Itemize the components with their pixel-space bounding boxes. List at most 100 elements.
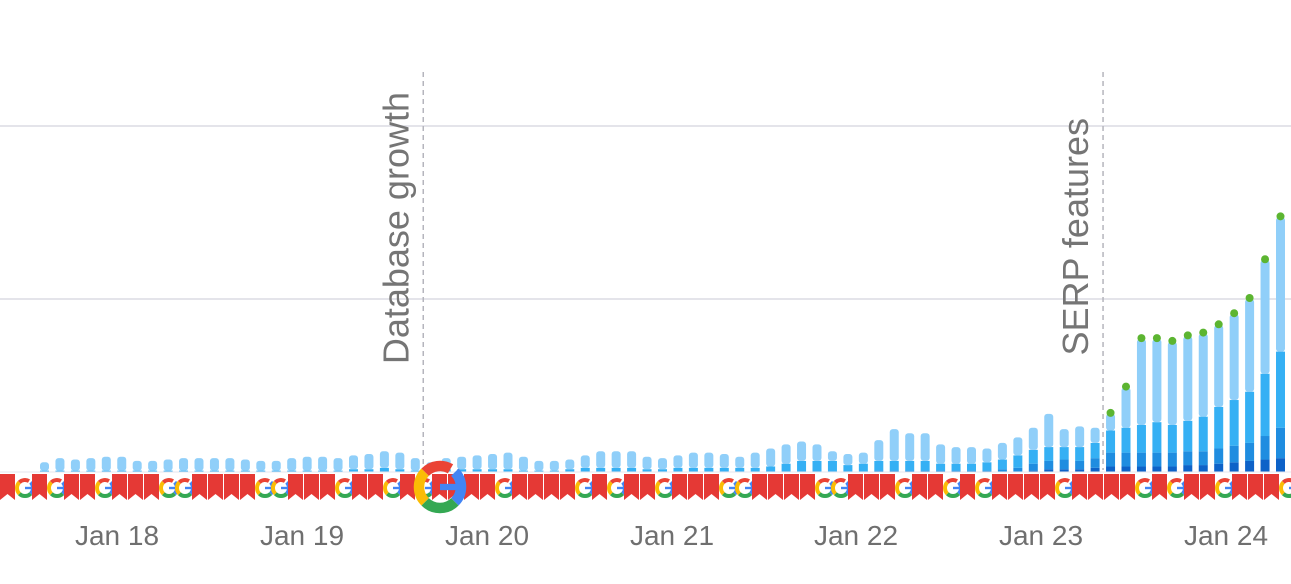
bar-segment	[101, 470, 111, 472]
bar-segment	[1198, 465, 1208, 472]
flag-icon[interactable]	[288, 474, 303, 500]
flag-icon[interactable]	[1008, 474, 1023, 500]
bar-top-marker	[1168, 336, 1177, 345]
bar-segment	[117, 470, 127, 472]
google-update-icon[interactable]	[895, 478, 915, 498]
bar-segment	[1028, 427, 1038, 450]
flag-icon[interactable]	[1152, 474, 1167, 500]
google-update-icon[interactable]	[159, 478, 179, 498]
google-update-icon[interactable]	[943, 478, 963, 498]
google-update-icon[interactable]	[1055, 478, 1075, 498]
flag-icon[interactable]	[784, 474, 799, 500]
bar-segment	[596, 467, 606, 472]
bar-segment	[611, 451, 621, 468]
bar-segment	[658, 469, 667, 472]
google-update-icon[interactable]	[47, 478, 67, 498]
flag-icon[interactable]	[1248, 474, 1263, 500]
google-update-icon[interactable]	[735, 478, 755, 498]
flag-icon[interactable]	[544, 474, 559, 500]
flag-icon[interactable]	[688, 474, 703, 500]
google-update-icon[interactable]	[15, 478, 35, 498]
bar-segment	[287, 470, 297, 472]
flag-icon[interactable]	[320, 474, 335, 500]
flag-icon[interactable]	[240, 474, 255, 500]
flag-icon[interactable]	[768, 474, 783, 500]
google-update-icon[interactable]	[607, 478, 627, 498]
flag-icon[interactable]	[432, 474, 447, 500]
flag-icon[interactable]	[1088, 474, 1103, 500]
flag-icon[interactable]	[208, 474, 223, 500]
flag-icon[interactable]	[128, 474, 143, 500]
flag-icon[interactable]	[64, 474, 79, 500]
flag-icon[interactable]	[1104, 474, 1119, 500]
google-update-icon[interactable]	[175, 478, 195, 498]
flag-icon[interactable]	[304, 474, 319, 500]
flag-icon[interactable]	[368, 474, 383, 500]
flag-icon[interactable]	[224, 474, 239, 500]
flag-icon[interactable]	[32, 474, 47, 500]
bar-segment	[518, 456, 528, 471]
grid-lines	[0, 125, 1291, 300]
flag-icon[interactable]	[560, 474, 575, 500]
flag-icon[interactable]	[352, 474, 367, 500]
google-update-icon[interactable]	[1167, 478, 1187, 498]
flag-icon[interactable]	[640, 474, 655, 500]
flag-icon[interactable]	[1120, 474, 1135, 500]
flag-icon[interactable]	[800, 474, 815, 500]
bar-segment	[148, 460, 158, 471]
bar-segment	[503, 469, 513, 472]
google-update-icon[interactable]	[1135, 478, 1155, 498]
flag-icon[interactable]	[960, 474, 975, 500]
flag-icon[interactable]	[192, 474, 207, 500]
x-axis-ticks: Jan 18 Jan 19 Jan 20 Jan 21 Jan 22 Jan 23 Jan …	[75, 520, 1268, 551]
google-update-icon[interactable]	[975, 478, 995, 498]
google-update-icon[interactable]	[271, 478, 291, 498]
flag-icon[interactable]	[912, 474, 927, 500]
flag-icon[interactable]	[144, 474, 159, 500]
flag-icon[interactable]	[864, 474, 879, 500]
google-core-update-icon[interactable]	[413, 460, 467, 514]
flag-icon[interactable]	[752, 474, 767, 500]
bar-segment	[858, 463, 868, 472]
flag-icon[interactable]	[1232, 474, 1247, 500]
flag-icon[interactable]	[80, 474, 95, 500]
flag-icon[interactable]	[0, 474, 15, 500]
flag-icon[interactable]	[1024, 474, 1039, 500]
google-update-icon[interactable]	[1279, 478, 1291, 498]
flag-icon[interactable]	[848, 474, 863, 500]
flag-icon[interactable]	[480, 474, 495, 500]
flag-icon[interactable]	[704, 474, 719, 500]
flag-icon[interactable]	[400, 474, 415, 500]
bar-segment	[1167, 341, 1177, 425]
flag-icon[interactable]	[928, 474, 943, 500]
flag-icon[interactable]	[1264, 474, 1279, 500]
google-update-icon[interactable]	[335, 478, 355, 498]
flag-icon[interactable]	[1184, 474, 1199, 500]
google-update-icon[interactable]	[831, 478, 851, 498]
flag-icon[interactable]	[528, 474, 543, 500]
flag-icon[interactable]	[1200, 474, 1215, 500]
bar-segment	[1183, 465, 1193, 472]
bar-segment	[1028, 449, 1038, 464]
bar-segment	[271, 460, 281, 471]
flag-icon[interactable]	[624, 474, 639, 500]
flag-icon[interactable]	[672, 474, 687, 500]
google-update-icon[interactable]	[575, 478, 595, 498]
bar-segment	[55, 458, 65, 471]
google-update-icon[interactable]	[1215, 478, 1235, 498]
google-update-icon[interactable]	[95, 478, 115, 498]
google-update-icon[interactable]	[495, 478, 515, 498]
flag-icon[interactable]	[1072, 474, 1087, 500]
google-update-icon[interactable]	[383, 478, 403, 498]
bar-top-marker	[1199, 328, 1208, 337]
flag-icon[interactable]	[512, 474, 527, 500]
flag-icon[interactable]	[880, 474, 895, 500]
flag-icon[interactable]	[1040, 474, 1055, 500]
flag-icon[interactable]	[464, 474, 479, 500]
flag-icon[interactable]	[112, 474, 127, 500]
bar-segment	[1059, 459, 1069, 470]
flag-icon[interactable]	[592, 474, 607, 500]
flag-icon[interactable]	[992, 474, 1007, 500]
google-update-icon[interactable]	[655, 478, 675, 498]
